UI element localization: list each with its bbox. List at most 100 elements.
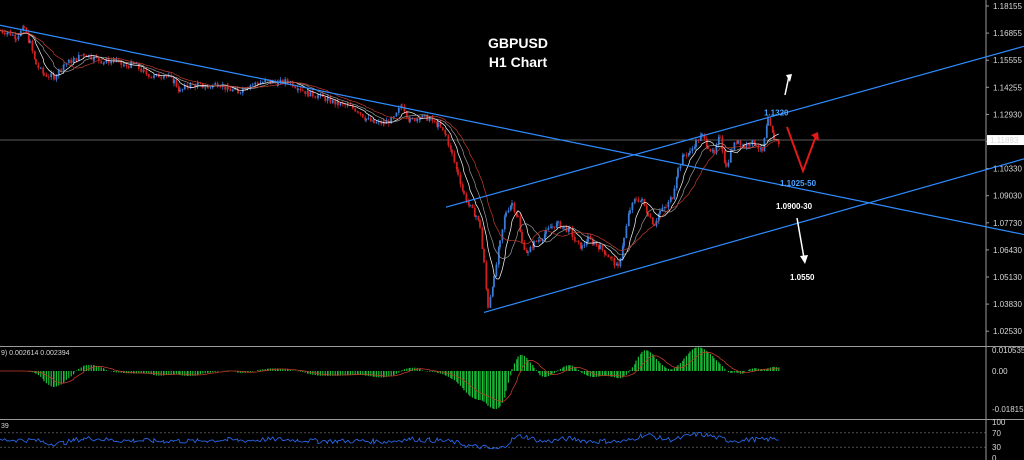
candle-body xyxy=(339,103,342,106)
candle-body xyxy=(517,216,519,218)
candle-body xyxy=(681,155,684,166)
candle-body xyxy=(380,121,383,124)
candle-body xyxy=(317,95,319,99)
candle-body xyxy=(755,145,757,147)
candle-body xyxy=(669,197,672,202)
candle-body xyxy=(27,32,30,43)
ma-fast-line xyxy=(0,30,779,280)
candle-body xyxy=(445,134,447,136)
candle-body xyxy=(495,264,498,277)
candle-body xyxy=(224,85,227,90)
candle-body xyxy=(749,144,751,146)
candle-body xyxy=(511,202,513,206)
candle-body xyxy=(505,212,507,217)
candle-body xyxy=(297,88,299,90)
candle-body xyxy=(659,210,661,214)
candle-body xyxy=(433,120,436,122)
candle-body xyxy=(609,257,612,259)
candle-body xyxy=(17,36,20,40)
candle-body xyxy=(140,68,143,72)
candle-body xyxy=(411,118,414,120)
current-price-label: 1.11893 xyxy=(990,136,1019,145)
candle-body xyxy=(281,79,284,84)
macd-tick-label: 0.00 xyxy=(992,367,1008,376)
candle-body xyxy=(251,84,254,86)
candle-body xyxy=(651,217,654,225)
candle-body xyxy=(601,244,604,250)
candle-body xyxy=(163,75,165,78)
candle-body xyxy=(559,221,562,229)
candle-body xyxy=(304,90,307,95)
price-tick-label: 1.15555 xyxy=(993,56,1022,65)
candle-body xyxy=(463,190,465,194)
candle-body xyxy=(679,165,682,169)
candle-body xyxy=(127,66,130,68)
candle-body xyxy=(105,59,108,63)
candle-body xyxy=(699,135,702,141)
candle-body xyxy=(357,111,359,113)
candle-body xyxy=(529,247,532,253)
candle-body xyxy=(15,39,17,40)
candle-body xyxy=(605,254,607,256)
candle-body xyxy=(37,64,40,68)
candle-body xyxy=(461,184,464,191)
candle-body xyxy=(207,86,209,88)
candle-body xyxy=(733,142,736,150)
candle-body xyxy=(42,67,45,74)
candle-body xyxy=(3,32,6,35)
candle-body xyxy=(369,118,372,122)
candle-body xyxy=(557,221,559,223)
candle-body xyxy=(603,249,606,255)
trendline-channel-lower[interactable] xyxy=(483,158,1024,313)
candle-body xyxy=(575,240,577,242)
candle-body xyxy=(667,201,670,208)
candle-body xyxy=(385,120,388,124)
candle-body xyxy=(627,213,630,227)
candle-body xyxy=(543,233,546,240)
price-tick-label: 1.12930 xyxy=(993,110,1022,119)
candle-body xyxy=(70,59,73,64)
candle-body xyxy=(489,296,492,308)
candle-body xyxy=(22,26,25,31)
candle-body xyxy=(585,241,588,245)
candle-body xyxy=(573,236,576,241)
candle-body xyxy=(455,162,458,170)
candle-body xyxy=(537,240,540,242)
candle-body xyxy=(595,242,598,246)
candle-body xyxy=(405,111,408,118)
candle-body xyxy=(727,162,730,167)
candle-body xyxy=(663,207,666,208)
candle-body xyxy=(55,75,58,80)
candle-body xyxy=(299,88,302,91)
trendline-channel-upper[interactable] xyxy=(445,45,1024,208)
macd-tick-label: -0.018151 xyxy=(992,405,1024,414)
candle-body xyxy=(743,144,745,148)
candle-body xyxy=(483,248,485,263)
candle-body xyxy=(545,229,547,234)
candle-body xyxy=(563,227,565,228)
candle-body xyxy=(279,79,282,82)
candle-body xyxy=(229,88,232,92)
candle-body xyxy=(519,216,522,233)
rsi-tick-label: 70 xyxy=(992,429,1001,438)
candle-body xyxy=(326,98,329,101)
candle-body xyxy=(291,81,294,87)
candle-body xyxy=(11,34,14,36)
candle-body xyxy=(204,87,207,89)
candle-body xyxy=(555,222,558,228)
price-tick-label: 1.09030 xyxy=(993,192,1022,201)
candle-body xyxy=(453,153,456,163)
candle-body xyxy=(50,73,53,78)
candle-body xyxy=(759,147,762,149)
candle-body xyxy=(401,105,403,107)
candle-body xyxy=(477,215,480,221)
candle-body xyxy=(157,73,160,78)
candle-body xyxy=(465,193,468,202)
candle-body xyxy=(685,154,688,156)
trendline-descending[interactable] xyxy=(0,24,1024,236)
arrow-down-icon xyxy=(796,217,805,259)
candle-body xyxy=(361,113,364,118)
price-tick-label: 1.07730 xyxy=(993,219,1022,228)
candle-body xyxy=(623,238,625,247)
